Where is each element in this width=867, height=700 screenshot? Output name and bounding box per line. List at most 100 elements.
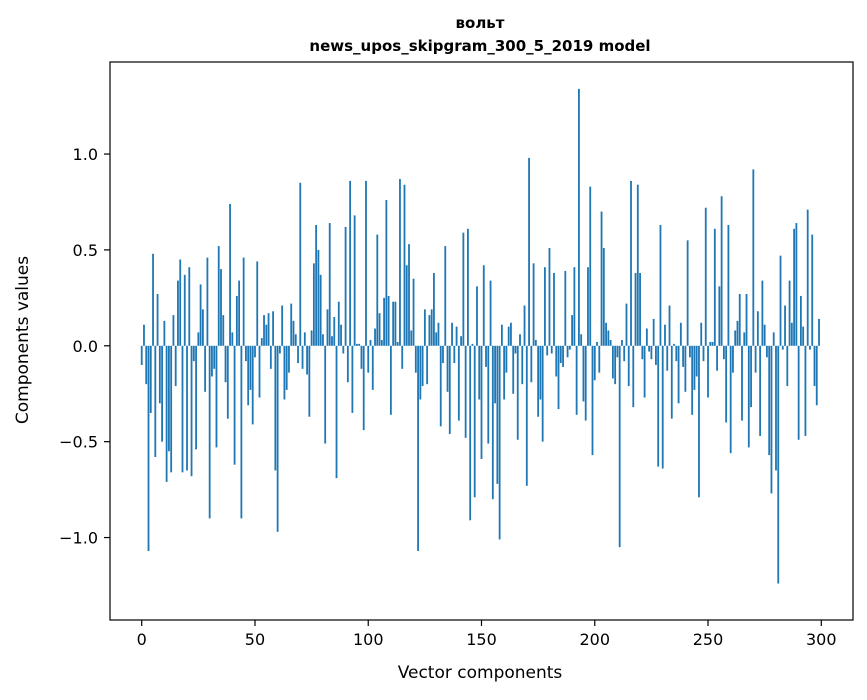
bar: [290, 303, 293, 346]
bar: [274, 345, 277, 471]
bar: [464, 345, 467, 438]
bar: [562, 345, 564, 367]
bar: [806, 209, 809, 346]
bar: [804, 345, 807, 436]
bar: [152, 253, 154, 346]
bar: [657, 345, 660, 467]
bar: [188, 267, 191, 346]
bar: [158, 345, 161, 404]
bar: [639, 272, 641, 346]
bar: [734, 330, 737, 346]
bar: [797, 345, 800, 440]
bar: [666, 345, 669, 371]
bar: [750, 345, 752, 408]
bar: [528, 157, 530, 346]
bar: [387, 295, 390, 346]
bar: [394, 301, 397, 346]
bar: [575, 345, 578, 415]
bar: [799, 295, 802, 346]
bar: [811, 234, 814, 346]
bar: [346, 345, 349, 383]
bar: [437, 322, 440, 346]
chart-subtitle: news_upos_skipgram_300_5_2019 model: [309, 37, 650, 55]
bar: [423, 309, 426, 346]
bar: [745, 294, 748, 346]
bar: [503, 345, 506, 400]
bar: [240, 345, 243, 519]
bar: [192, 345, 195, 362]
bar: [265, 324, 268, 346]
bar: [378, 313, 381, 346]
bar: [380, 340, 383, 346]
bar: [272, 311, 274, 346]
bar: [356, 343, 358, 346]
bar: [587, 267, 589, 346]
bar: [809, 345, 811, 350]
chart-title: вольт: [456, 14, 505, 32]
bar: [689, 345, 691, 358]
bar: [206, 257, 209, 346]
bar: [795, 223, 798, 346]
bar: [457, 345, 460, 421]
bar: [539, 345, 542, 400]
bar: [328, 223, 331, 346]
bar: [763, 324, 766, 346]
bar: [693, 345, 696, 390]
bar: [285, 345, 288, 390]
bar: [786, 345, 789, 387]
bar: [260, 338, 263, 346]
bar: [235, 295, 238, 346]
bar: [254, 345, 256, 358]
bar: [711, 341, 714, 346]
bar: [301, 345, 304, 369]
bar: [351, 345, 354, 413]
bar: [310, 330, 313, 346]
bar: [738, 294, 741, 346]
bar: [704, 207, 707, 346]
bar: [249, 345, 252, 390]
bar: [183, 274, 186, 346]
bar: [818, 318, 820, 346]
bar: [179, 259, 182, 346]
bar: [358, 343, 361, 346]
bar: [530, 345, 533, 383]
bar: [790, 322, 793, 346]
bar: [684, 345, 687, 392]
bar: [376, 234, 379, 346]
bar: [403, 184, 406, 346]
bar: [442, 345, 444, 364]
bar: [566, 345, 569, 358]
bar: [267, 313, 270, 346]
bar: [322, 334, 324, 346]
bar: [181, 345, 184, 473]
x-axis-label: Vector components: [398, 663, 563, 683]
bar: [190, 345, 193, 477]
bar: [167, 345, 170, 452]
y-tick-label: −1.0: [59, 529, 98, 548]
bar: [342, 345, 345, 354]
bar: [729, 345, 732, 454]
bar: [360, 345, 363, 369]
bar: [204, 345, 207, 392]
bar: [702, 345, 705, 362]
bar: [621, 340, 623, 346]
bar: [385, 200, 388, 346]
bar: [761, 280, 764, 346]
bar: [399, 178, 401, 346]
bar: [294, 334, 297, 346]
bar: [229, 203, 231, 346]
bar: [186, 345, 188, 471]
bar: [548, 248, 551, 346]
bar: [446, 345, 449, 392]
bar: [580, 334, 583, 346]
bar: [645, 328, 648, 346]
bar: [553, 272, 555, 346]
bar: [770, 345, 773, 494]
bar: [568, 345, 571, 350]
bar: [211, 345, 213, 377]
bar: [419, 345, 422, 400]
bar: [564, 271, 567, 346]
bar: [589, 186, 592, 346]
bar: [430, 309, 433, 346]
bar: [482, 265, 485, 346]
